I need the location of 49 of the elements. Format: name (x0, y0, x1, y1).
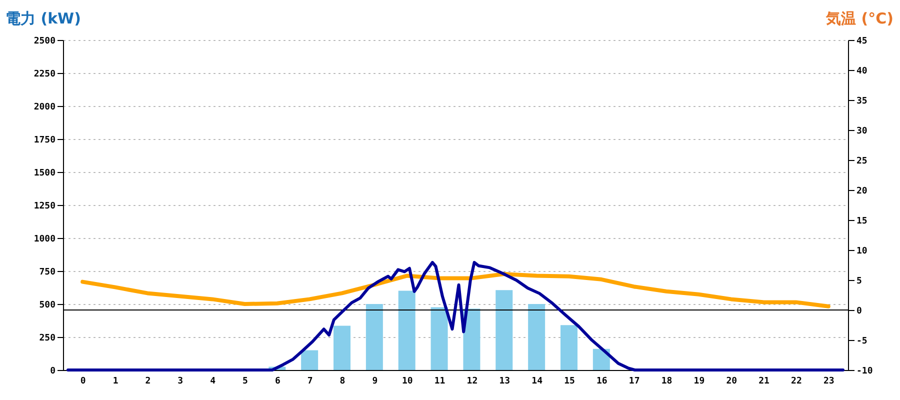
x-tick-label: 2 (145, 376, 151, 386)
y2-tick-label: -5 (856, 336, 868, 346)
x-tick-label: 13 (499, 376, 510, 386)
y2-tick-label: 5 (856, 276, 862, 286)
x-tick-label: 10 (402, 376, 413, 386)
x-tick-label: 15 (564, 376, 575, 386)
y2-tick-label: 25 (856, 156, 868, 166)
x-tick-label: 23 (823, 376, 834, 386)
x-tick-label: 12 (466, 376, 478, 386)
y2-tick-label: 30 (856, 126, 868, 136)
y2-tick-label: -10 (856, 366, 873, 376)
x-tick-label: 6 (274, 376, 280, 386)
x-tick-label: 3 (178, 376, 184, 386)
y-tick-label: 500 (39, 300, 56, 310)
x-tick-label: 11 (434, 376, 446, 386)
y-tick-label: 0 (50, 366, 56, 376)
x-tick-label: 18 (661, 376, 672, 386)
y2-tick-label: 40 (856, 66, 868, 76)
x-tick-label: 0 (80, 376, 86, 386)
y2-tick-label: 35 (856, 96, 868, 106)
y2-tick-label: 20 (856, 186, 868, 196)
x-tick-label: 22 (791, 376, 802, 386)
x-tick-label: 17 (628, 376, 640, 386)
x-tick-label: 1 (112, 376, 118, 386)
y-tick-label: 1750 (34, 136, 56, 146)
x-tick-label: 5 (242, 376, 248, 386)
y-axis-title: 電力 (kW) (6, 10, 81, 28)
y-tick-label: 2500 (34, 36, 56, 46)
x-tick-label: 8 (340, 376, 346, 386)
x-tick-label: 19 (694, 376, 705, 386)
x-tick-label: 20 (726, 376, 738, 386)
x-tick-label: 9 (372, 376, 378, 386)
y-tick-label: 1250 (34, 202, 56, 212)
y2-axis-title: 気温 (°C) (825, 10, 894, 28)
y-tick-label: 750 (39, 268, 56, 278)
y-tick-label: 250 (39, 334, 56, 344)
x-tick-label: 21 (758, 376, 770, 386)
x-tick-label: 14 (532, 376, 544, 386)
y2-tick-label: 0 (856, 306, 862, 316)
x-tick-label: 4 (210, 376, 216, 386)
y-tick-label: 2250 (34, 70, 56, 80)
y-tick-label: 1000 (34, 234, 56, 244)
x-tick-label: 16 (596, 376, 608, 386)
y2-tick-label: 15 (856, 216, 868, 226)
y2-tick-label: 10 (856, 246, 868, 256)
y-tick-label: 1500 (34, 168, 56, 178)
y2-tick-label: 45 (856, 36, 868, 46)
y-tick-label: 2000 (34, 102, 56, 112)
x-tick-label: 7 (307, 376, 313, 386)
